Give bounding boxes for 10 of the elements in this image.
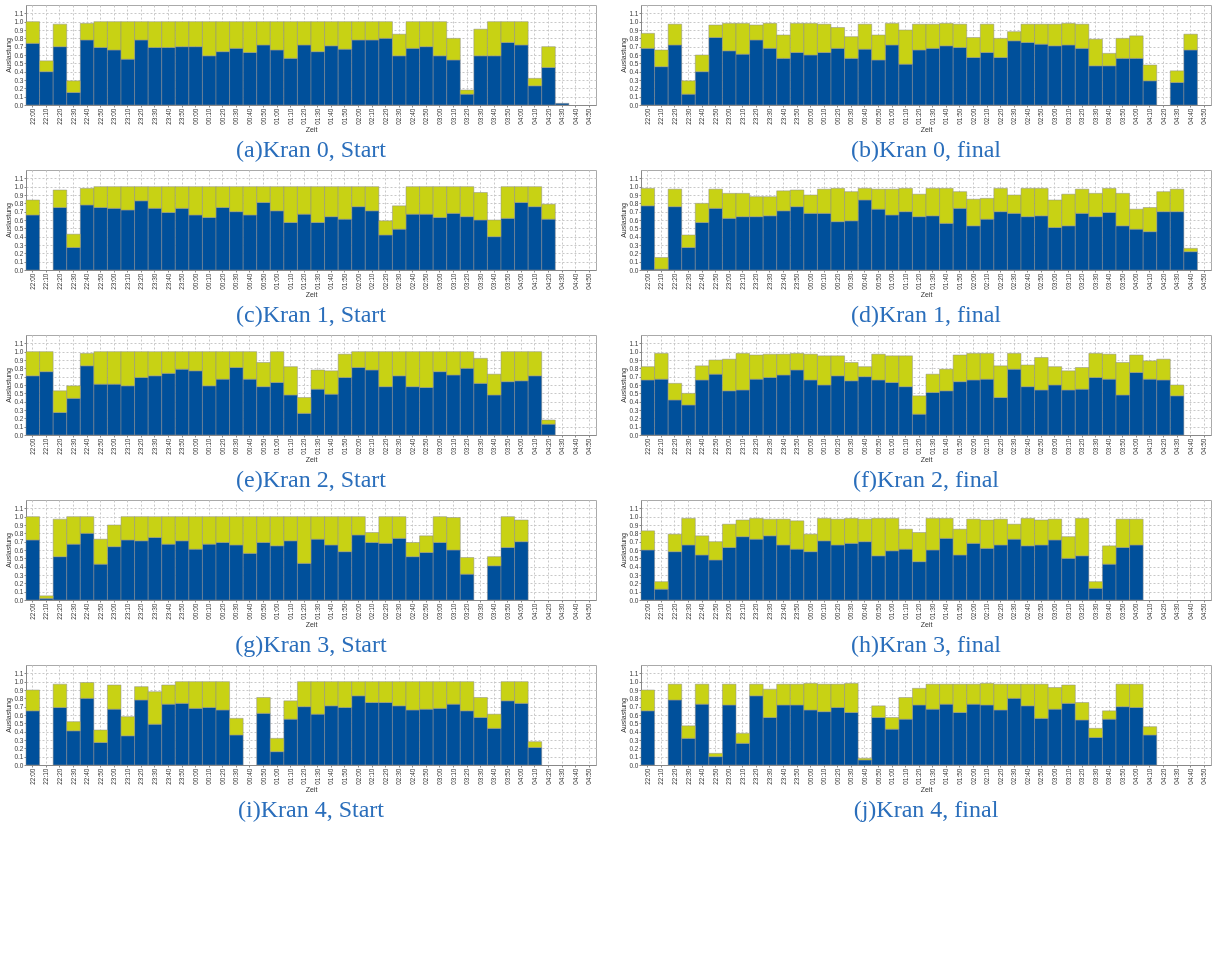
text: (g)Kran 3, Start — [235, 631, 387, 658]
text: (a)Kran 0, Start — [236, 136, 387, 163]
text: (i)Kran 4, Start — [238, 796, 385, 823]
text: (c)Kran 1, Start — [236, 301, 387, 328]
text: (j)Kran 4, final — [853, 796, 999, 823]
text: (d)Kran 1, final — [851, 301, 1002, 328]
text: (b)Kran 0, final — [851, 136, 1002, 163]
text: (e)Kran 2, Start — [236, 466, 387, 493]
text: (f)Kran 2, final — [853, 466, 1000, 493]
text: (h)Kran 3, final — [851, 631, 1002, 658]
